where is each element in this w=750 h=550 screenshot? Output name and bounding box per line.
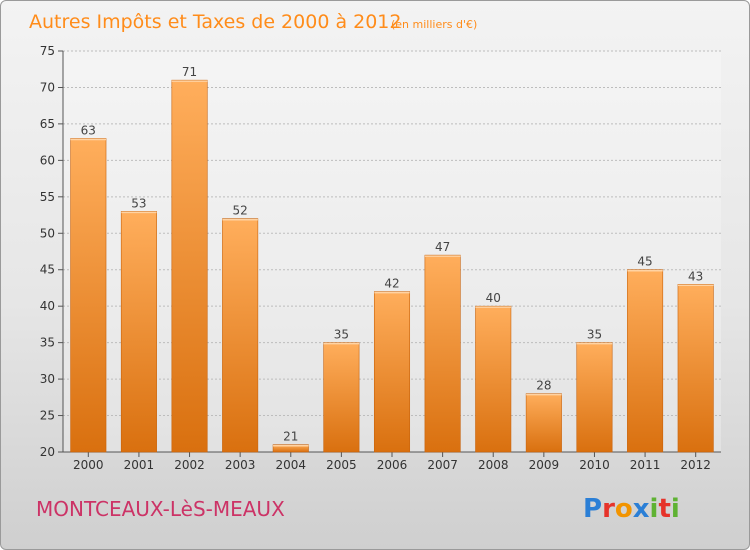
x-tick-label: 2007 [427, 458, 458, 472]
x-tick-label: 2006 [377, 458, 408, 472]
bar-2003 [222, 218, 259, 453]
data-label-2007: 47 [435, 240, 450, 254]
data-label-2010: 35 [587, 328, 602, 342]
x-tick-label: 2000 [73, 458, 104, 472]
x-tick-label: 2001 [124, 458, 155, 472]
logo-letter: i [671, 494, 680, 524]
bar-2001 [120, 211, 157, 453]
x-tick-label: 2005 [326, 458, 357, 472]
x-tick-label: 2009 [529, 458, 560, 472]
x-tick-label: 2008 [478, 458, 509, 472]
logo-letter: o [615, 494, 633, 524]
logo-letter: r [602, 494, 615, 524]
bar-2011 [627, 269, 664, 453]
y-tick-label: 50 [40, 226, 55, 240]
bar-2012 [677, 284, 714, 453]
x-tick-label: 2011 [630, 458, 661, 472]
bar-2000 [70, 138, 107, 453]
x-tick-label: 2004 [275, 458, 306, 472]
y-tick-label: 20 [40, 445, 55, 459]
data-labels: 63 53 71 52 21 35 42 47 40 28 35 45 43 [81, 65, 704, 444]
y-tick-label: 40 [40, 299, 55, 313]
data-label-2002: 71 [182, 65, 197, 79]
logo-letter: x [633, 494, 650, 524]
proxiti-logo: Proxiti [583, 494, 680, 524]
x-tick-label: 2002 [174, 458, 205, 472]
data-label-2004: 21 [283, 430, 298, 444]
logo-letter: P [583, 494, 602, 524]
commune-name: MONTCEAUX-LèS-MEAUX [36, 497, 285, 521]
y-tick-label: 25 [40, 409, 55, 423]
bar-2002 [171, 79, 208, 453]
bar-2007 [424, 254, 461, 453]
x-tick-label: 2012 [680, 458, 711, 472]
bar-2008 [475, 305, 512, 453]
axes: 20 25 30 35 40 45 50 55 60 65 70 75 2000 2001 2002 2003… [40, 44, 721, 472]
chart-subtitle: (en milliers d'€) [391, 18, 477, 31]
bar-2004 [272, 444, 309, 453]
y-tick-label: 45 [40, 263, 55, 277]
data-label-2006: 42 [384, 277, 399, 291]
data-label-2000: 63 [81, 123, 96, 137]
y-tick-label: 60 [40, 153, 55, 167]
logo-letter: i [650, 494, 659, 524]
data-label-2012: 43 [688, 269, 703, 283]
bar-2006 [373, 291, 411, 453]
y-tick-label: 65 [40, 117, 55, 131]
y-tick-label: 75 [40, 44, 55, 58]
bar-2009 [525, 393, 562, 453]
y-tick-label: 35 [40, 336, 55, 350]
logo-letter: t [658, 494, 670, 524]
data-label-2009: 28 [536, 379, 551, 393]
bars [70, 79, 714, 453]
data-label-2008: 40 [486, 291, 501, 305]
data-label-2011: 45 [637, 255, 652, 269]
data-label-2003: 52 [233, 204, 248, 218]
y-tick-label: 70 [40, 80, 55, 94]
bar-2005 [323, 342, 360, 453]
data-label-2005: 35 [334, 328, 349, 342]
data-label-2001: 53 [131, 196, 146, 210]
x-tick-label: 2003 [225, 458, 256, 472]
y-tick-label: 55 [40, 190, 55, 204]
bar-2010 [576, 342, 613, 453]
chart-title: Autres Impôts et Taxes de 2000 à 2012 [29, 11, 402, 33]
y-tick-label: 30 [40, 372, 55, 386]
x-tick-label: 2010 [579, 458, 610, 472]
